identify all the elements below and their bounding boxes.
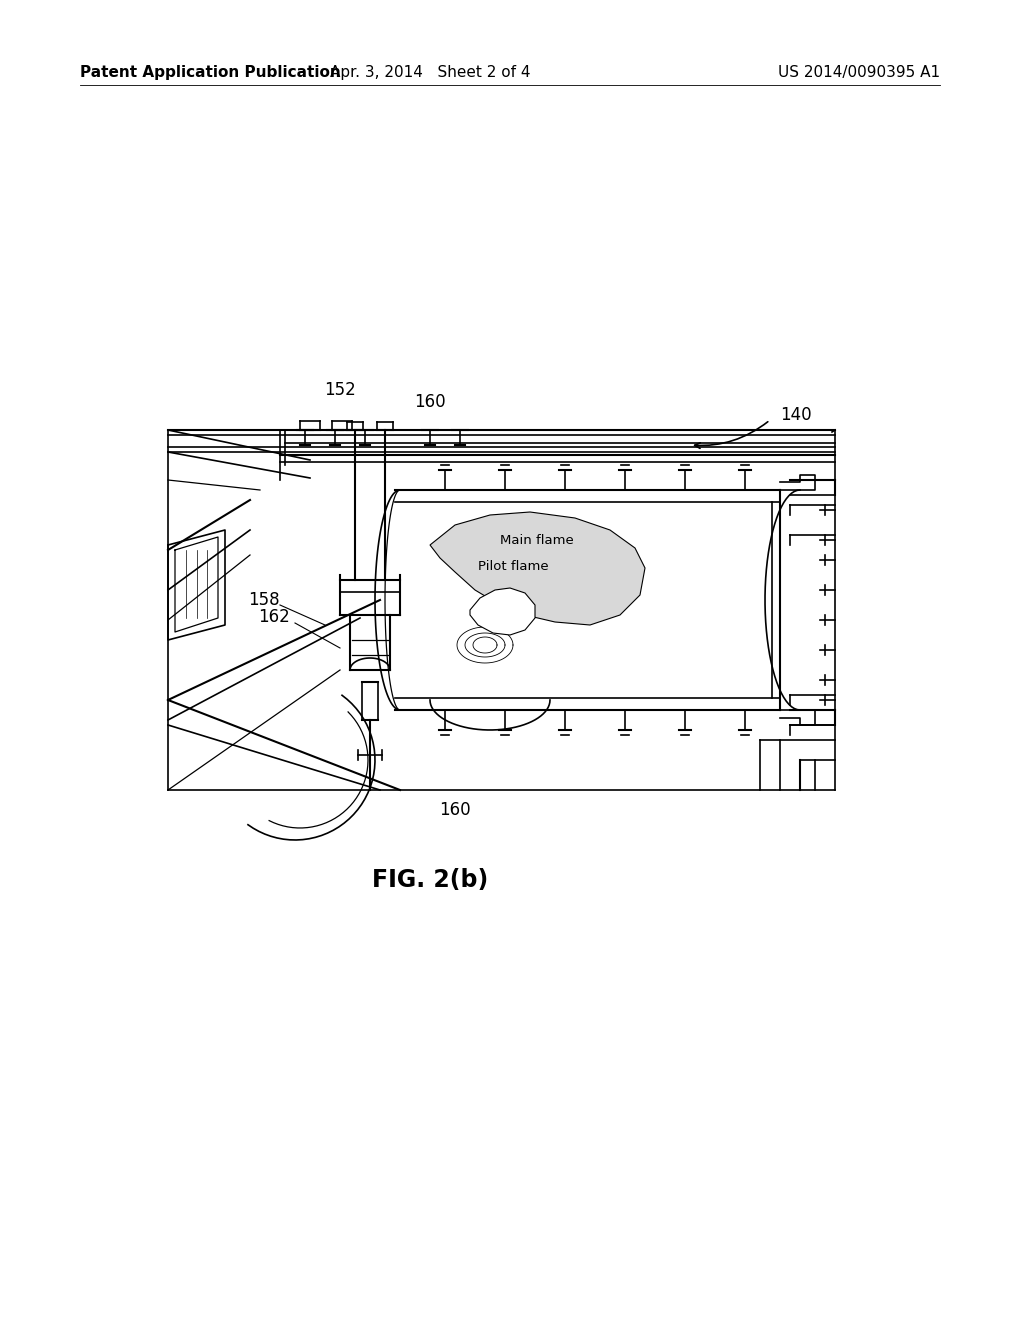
Text: Main flame: Main flame: [500, 533, 573, 546]
Text: Pilot flame: Pilot flame: [478, 560, 549, 573]
Text: FIG. 2(b): FIG. 2(b): [372, 869, 488, 892]
Polygon shape: [470, 587, 535, 635]
Polygon shape: [430, 512, 645, 624]
Text: 160: 160: [439, 801, 471, 818]
Text: 162: 162: [258, 609, 290, 626]
Text: US 2014/0090395 A1: US 2014/0090395 A1: [778, 65, 940, 79]
Text: 158: 158: [248, 591, 280, 609]
Text: 140: 140: [780, 407, 812, 424]
Text: Apr. 3, 2014   Sheet 2 of 4: Apr. 3, 2014 Sheet 2 of 4: [330, 65, 530, 79]
Text: 152: 152: [325, 381, 356, 399]
Text: 160: 160: [414, 393, 445, 411]
Text: Patent Application Publication: Patent Application Publication: [80, 65, 341, 79]
